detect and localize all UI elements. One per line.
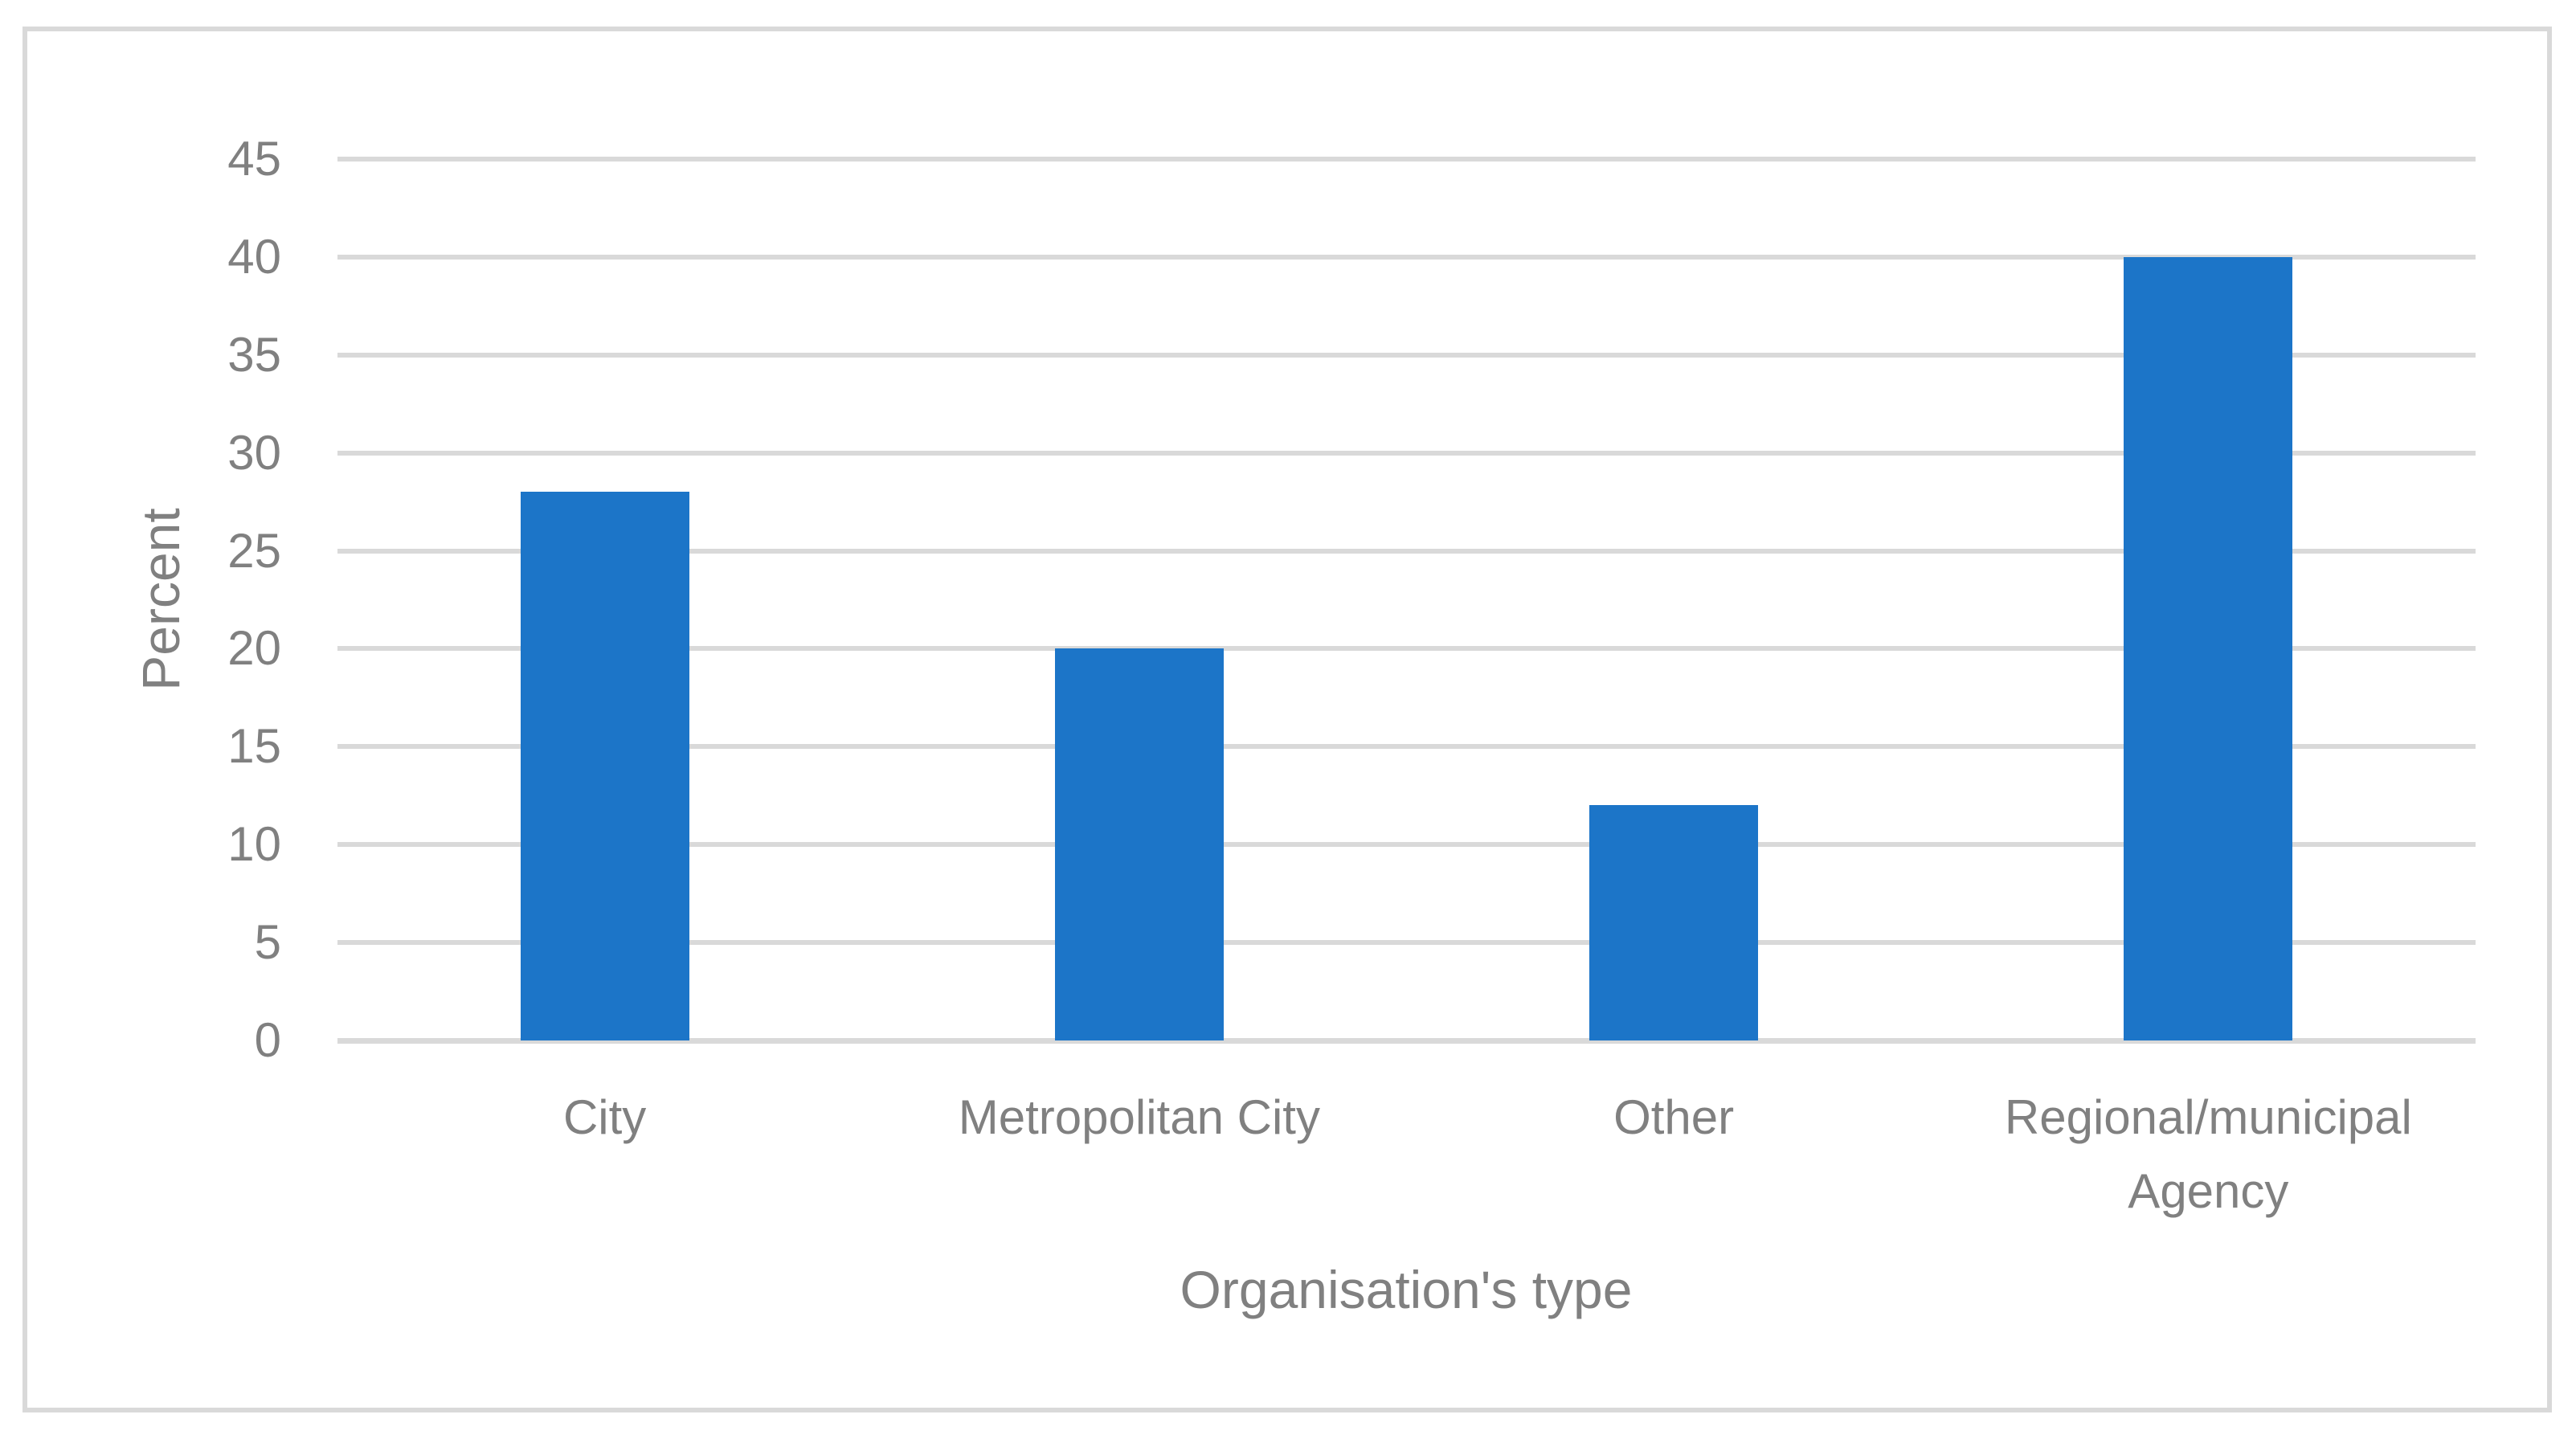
y-tick-label: 5 bbox=[254, 915, 281, 970]
y-tick-label: 10 bbox=[227, 817, 281, 872]
gridline bbox=[337, 352, 2476, 358]
gridline bbox=[337, 744, 2476, 750]
gridline bbox=[337, 646, 2476, 652]
gridline bbox=[337, 548, 2476, 554]
y-tick-label: 25 bbox=[227, 523, 281, 578]
gridline bbox=[337, 450, 2476, 456]
gridline bbox=[337, 254, 2476, 260]
y-tick-label: 15 bbox=[227, 719, 281, 774]
y-axis-title: Percent bbox=[131, 508, 190, 691]
bar bbox=[1054, 648, 1224, 1040]
x-category-label: Metropolitan City bbox=[958, 1090, 1320, 1144]
bar bbox=[520, 492, 689, 1040]
x-axis-title: Organisation's type bbox=[1180, 1260, 1633, 1319]
y-tick-label: 35 bbox=[227, 327, 281, 382]
gridline bbox=[337, 842, 2476, 848]
gridline bbox=[337, 157, 2476, 161]
x-category-label: Other bbox=[1613, 1090, 1735, 1144]
x-category-label: City bbox=[562, 1090, 647, 1144]
y-tick-label: 40 bbox=[227, 229, 281, 284]
bar bbox=[1589, 805, 1759, 1040]
y-tick-label: 30 bbox=[227, 425, 281, 480]
x-category-label: Regional/municipal Agency bbox=[2004, 1090, 2412, 1218]
gridline bbox=[337, 940, 2476, 946]
y-tick-label: 0 bbox=[254, 1013, 281, 1067]
y-tick-label: 45 bbox=[227, 132, 281, 186]
x-axis-line bbox=[337, 1038, 2476, 1044]
y-tick-label: 20 bbox=[227, 621, 281, 676]
bar bbox=[2124, 256, 2293, 1040]
